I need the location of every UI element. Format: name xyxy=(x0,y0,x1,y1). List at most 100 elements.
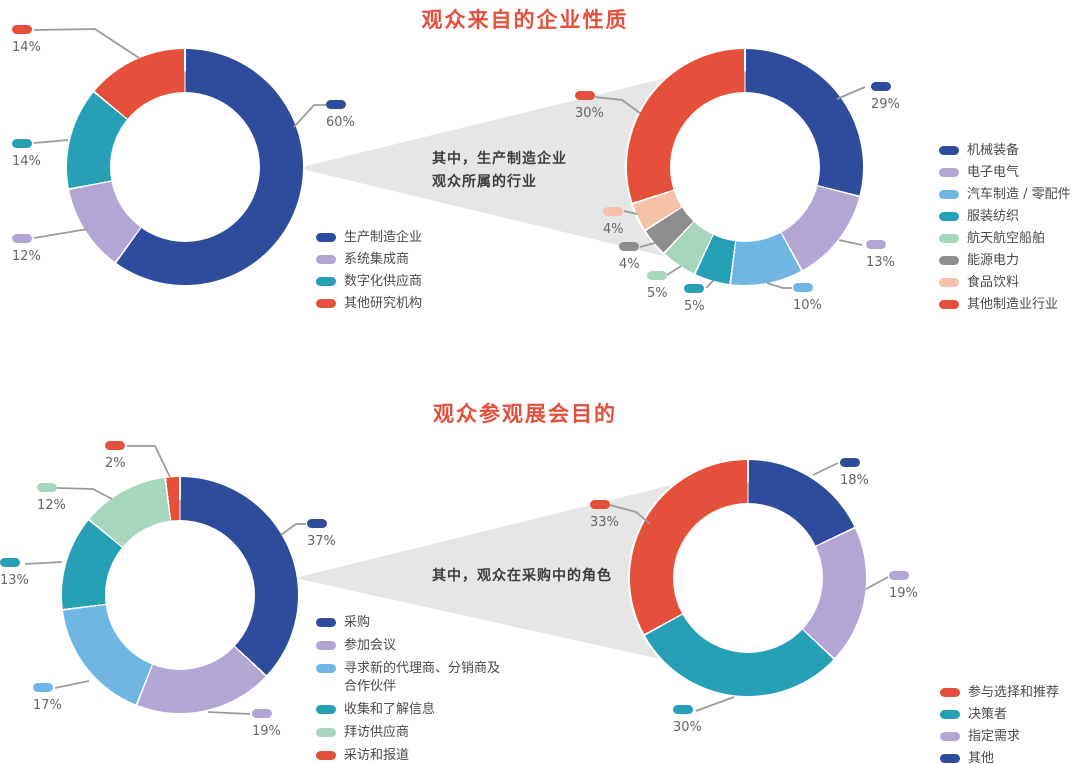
percent-label-visit-supplier: 12% xyxy=(37,483,66,513)
donut-hole xyxy=(110,92,260,242)
percent-value: 5% xyxy=(647,286,668,301)
legend-item: 生产制造企业 xyxy=(316,229,422,246)
page-title-enterprise-nature: 观众来自的企业性质 xyxy=(421,8,629,32)
leader-line xyxy=(594,96,641,114)
leader-line xyxy=(766,282,792,289)
leader-line xyxy=(865,576,889,590)
legend-item: 其他 xyxy=(940,750,1059,764)
label-pill xyxy=(871,82,891,91)
percent-value: 33% xyxy=(590,515,619,530)
legend-label: 参加会议 xyxy=(344,638,397,653)
percent-value: 12% xyxy=(37,498,66,513)
legend-item: 其他制造业行业 xyxy=(939,296,1071,313)
percent-label-auto: 10% xyxy=(793,283,822,313)
legend-item: 数字化供应商 xyxy=(316,273,422,290)
label-pill xyxy=(252,709,272,718)
beam-caption-line1: 其中，生产制造企业 xyxy=(432,151,567,167)
legend-swatch xyxy=(939,256,959,265)
legend-label: 航天航空船舶 xyxy=(967,231,1046,246)
beam-caption-line2: 观众所属的行业 xyxy=(432,174,537,190)
percent-value: 13% xyxy=(0,573,29,588)
legend-swatch xyxy=(939,278,959,287)
percent-label-system-integrator: 12% xyxy=(12,234,41,264)
legend-item: 服装纺织 xyxy=(939,208,1071,225)
legend-item: 其他研究机构 xyxy=(316,295,422,312)
percent-label-attend-meeting: 19% xyxy=(252,709,281,739)
percent-label-others: 18% xyxy=(840,458,869,488)
legend-label: 拜访供应商 xyxy=(344,725,410,740)
leader-line xyxy=(639,242,656,248)
percent-value: 60% xyxy=(326,115,355,130)
percent-value: 10% xyxy=(793,298,822,313)
leader-line xyxy=(33,139,69,144)
legend-label: 能源电力 xyxy=(967,253,1020,268)
label-pill xyxy=(590,500,610,509)
legend-item: 航天航空船舶 xyxy=(939,230,1071,247)
leader-line xyxy=(207,711,251,715)
legend-label: 采购 xyxy=(344,615,371,630)
label-pill xyxy=(0,558,20,567)
donut-purchasing-role xyxy=(630,460,866,696)
legend-item: 食品饮料 xyxy=(939,274,1071,291)
legend-label: 生产制造企业 xyxy=(344,230,423,245)
label-pill xyxy=(603,207,623,216)
label-pill xyxy=(673,705,693,714)
label-pill xyxy=(326,100,346,109)
legend-swatch xyxy=(940,710,960,719)
legend-swatch xyxy=(939,168,959,177)
legend-swatch xyxy=(316,751,336,760)
legend-item: 参加会议 xyxy=(316,637,512,655)
percent-label-textile: 5% xyxy=(684,284,705,314)
percent-label-electronics: 13% xyxy=(866,240,895,270)
percent-label-manufacturing: 60% xyxy=(326,100,355,130)
percent-value: 18% xyxy=(840,473,869,488)
legend-label: 服装纺织 xyxy=(967,209,1020,224)
legend-swatch xyxy=(316,233,336,242)
percent-value: 19% xyxy=(252,724,281,739)
percent-label-seek-agents: 17% xyxy=(33,683,62,713)
label-pill xyxy=(866,240,886,249)
page-title-visit-purpose: 观众参观展会目的 xyxy=(433,402,617,426)
percent-label-other-research: 14% xyxy=(12,25,41,55)
percent-value: 13% xyxy=(866,255,895,270)
legend-item: 收集和了解信息 xyxy=(316,701,512,719)
legend-label: 参与选择和推荐 xyxy=(968,685,1060,700)
legend-swatch xyxy=(316,705,336,714)
leader-line xyxy=(56,487,113,500)
leader-line xyxy=(280,523,306,536)
legend-purchasing-role: 参与选择和推荐 决策者 指定需求 其他 xyxy=(940,684,1059,764)
percent-value: 4% xyxy=(619,257,640,272)
percent-value: 37% xyxy=(307,534,336,549)
legend-swatch xyxy=(939,300,959,309)
legend-label: 其他 xyxy=(968,751,995,764)
label-pill xyxy=(12,234,32,243)
label-pill xyxy=(619,242,639,251)
legend-label: 汽车制造 / 零配件 xyxy=(967,187,1071,202)
legend-item: 能源电力 xyxy=(939,252,1071,269)
legend-label: 指定需求 xyxy=(968,729,1021,744)
percent-label-aerospace: 5% xyxy=(647,271,668,301)
legend-label: 寻求新的代理商、分销商及合作伙伴 xyxy=(344,661,501,694)
percent-label-other-manufacturing: 30% xyxy=(575,91,604,121)
legend-visit-purpose: 采购 参加会议 寻求新的代理商、分销商及合作伙伴 收集和了解信息 拜访供应商 采访和报道 xyxy=(316,614,512,764)
leader-line xyxy=(293,104,326,128)
legend-swatch xyxy=(316,664,336,673)
donut-hole xyxy=(673,503,823,653)
beam-shape-top xyxy=(298,72,690,260)
percent-label-food: 4% xyxy=(603,207,624,237)
leader-line xyxy=(54,680,90,689)
legend-label: 收集和了解信息 xyxy=(344,702,436,717)
legend-label: 电子电气 xyxy=(967,165,1020,180)
legend-item: 机械装备 xyxy=(939,142,1071,159)
legend-item: 系统集成商 xyxy=(316,251,422,268)
label-pill xyxy=(647,271,667,280)
beam-caption-role: 其中，观众在采购中的角色 xyxy=(432,568,612,584)
percent-label-purchasing: 37% xyxy=(307,519,336,549)
percent-label-specify-needs: 19% xyxy=(889,571,918,601)
legend-label: 系统集成商 xyxy=(344,252,410,267)
legend-label: 食品饮料 xyxy=(967,275,1020,290)
label-pill xyxy=(840,458,860,467)
legend-swatch xyxy=(939,234,959,243)
